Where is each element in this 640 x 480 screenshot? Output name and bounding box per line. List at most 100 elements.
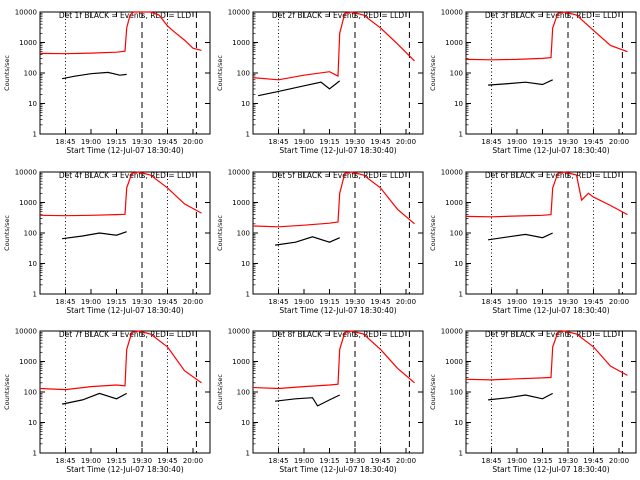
- chart-panel: Det 5f BLACK = Events, RED = LLD Counts/s…: [216, 169, 424, 315]
- events-series-line: [61, 71, 127, 80]
- chart-title: Det 9f BLACK = Events, RED = LLD: [485, 330, 618, 339]
- y-tick-label: 100: [450, 230, 463, 238]
- y-tick-label: 10000: [441, 169, 463, 177]
- x-tick-label: 19:15: [532, 138, 552, 146]
- y-axis-label: Counts/sec: [429, 215, 437, 251]
- lld-series-line: [465, 171, 628, 218]
- lld-series-line: [39, 330, 202, 391]
- x-tick-label: 19:30: [345, 457, 365, 465]
- x-tick-label: 19:45: [370, 298, 390, 306]
- lld-series-line: [465, 330, 628, 381]
- x-axis-label: Start Time (12-Jul-07 18:30:40): [492, 306, 609, 315]
- chart-panel: Det 2f BLACK = Events, RED = LLD Counts/s…: [216, 9, 424, 155]
- x-tick-label: 19:45: [157, 457, 177, 465]
- y-tick-label: 1: [246, 450, 250, 458]
- y-tick-label: 1: [33, 131, 37, 139]
- x-tick-label: 19:00: [81, 138, 101, 146]
- events-series-line: [257, 80, 341, 97]
- chart-title: Det 1f BLACK = Events, RED = LLD: [59, 11, 192, 20]
- x-axis-label: Start Time (12-Jul-07 18:30:40): [279, 306, 396, 315]
- y-tick-label: 10000: [441, 9, 463, 17]
- lld-series-line: [252, 330, 415, 390]
- x-tick-label: 19:00: [81, 457, 101, 465]
- y-tick-label: 10: [241, 419, 250, 427]
- x-tick-label: 19:45: [157, 138, 177, 146]
- x-tick-label: 19:45: [370, 457, 390, 465]
- y-tick-label: 1000: [19, 358, 37, 366]
- y-tick-label: 10000: [441, 328, 463, 336]
- y-axis-label: Counts/sec: [216, 55, 224, 91]
- y-tick-label: 100: [237, 230, 250, 238]
- x-tick-label: 20:00: [396, 298, 416, 306]
- events-series-line: [488, 232, 553, 241]
- x-tick-label: 20:00: [183, 457, 203, 465]
- y-axis-label: Counts/sec: [216, 374, 224, 410]
- x-tick-label: 19:30: [345, 138, 365, 146]
- y-axis-label: Counts/sec: [3, 374, 11, 410]
- y-tick-label: 10: [28, 260, 37, 268]
- x-tick-label: 19:15: [532, 457, 552, 465]
- y-tick-label: 10000: [15, 328, 37, 336]
- y-tick-label: 1000: [445, 39, 463, 47]
- x-tick-label: 19:30: [132, 298, 152, 306]
- events-series-line: [275, 236, 340, 246]
- events-series-line: [488, 79, 553, 86]
- chart-panel: Det 7f BLACK = Events, RED = LLD Counts/s…: [3, 328, 211, 474]
- lld-series-line: [465, 11, 628, 61]
- x-axis-label: Start Time (12-Jul-07 18:30:40): [279, 465, 396, 474]
- y-tick-label: 100: [237, 70, 250, 78]
- y-tick-label: 1000: [232, 39, 250, 47]
- chart-panel: Det 1f BLACK = Events, RED = LLD Counts/s…: [3, 9, 211, 155]
- x-tick-label: 19:15: [319, 298, 339, 306]
- y-tick-label: 100: [450, 70, 463, 78]
- chart-panel: Det 8f BLACK = Events, RED = LLD Counts/s…: [216, 328, 424, 474]
- x-tick-label: 19:30: [132, 457, 152, 465]
- lld-series-line: [252, 11, 415, 81]
- x-tick-label: 19:00: [507, 298, 527, 306]
- y-axis-label: Counts/sec: [429, 374, 437, 410]
- y-tick-label: 1000: [232, 199, 250, 207]
- x-tick-label: 19:45: [157, 298, 177, 306]
- x-tick-label: 19:00: [294, 138, 314, 146]
- x-tick-label: 20:00: [183, 138, 203, 146]
- y-tick-label: 10000: [15, 169, 37, 177]
- chart-title: Det 7f BLACK = Events, RED = LLD: [59, 330, 192, 339]
- chart-title: Det 6f BLACK = Events, RED = LLD: [485, 171, 618, 180]
- x-tick-label: 20:00: [183, 298, 203, 306]
- y-tick-label: 10: [241, 100, 250, 108]
- y-tick-label: 10: [454, 260, 463, 268]
- x-tick-label: 18:45: [268, 138, 288, 146]
- y-tick-label: 10000: [228, 169, 250, 177]
- y-axis-label: Counts/sec: [3, 215, 11, 251]
- x-tick-label: 19:45: [583, 457, 603, 465]
- y-tick-label: 1000: [19, 199, 37, 207]
- y-tick-label: 10000: [228, 9, 250, 17]
- x-tick-label: 18:45: [55, 457, 75, 465]
- x-axis-label: Start Time (12-Jul-07 18:30:40): [66, 306, 183, 315]
- y-tick-label: 10: [28, 419, 37, 427]
- events-series-line: [61, 392, 127, 405]
- y-tick-label: 1: [459, 131, 463, 139]
- x-tick-label: 20:00: [609, 138, 629, 146]
- y-tick-label: 10: [28, 100, 37, 108]
- y-tick-label: 100: [24, 230, 37, 238]
- x-tick-label: 19:30: [558, 457, 578, 465]
- y-tick-label: 1: [459, 450, 463, 458]
- chart-title: Det 2f BLACK = Events, RED = LLD: [272, 11, 405, 20]
- x-tick-label: 19:00: [507, 138, 527, 146]
- y-tick-label: 100: [450, 389, 463, 397]
- x-tick-label: 19:15: [532, 298, 552, 306]
- x-tick-label: 20:00: [396, 138, 416, 146]
- x-tick-label: 18:45: [268, 457, 288, 465]
- events-series-line: [275, 394, 340, 407]
- x-tick-label: 19:15: [106, 298, 126, 306]
- chart-title: Det 5f BLACK = Events, RED = LLD: [272, 171, 405, 180]
- x-tick-label: 20:00: [396, 457, 416, 465]
- x-tick-label: 19:15: [106, 138, 126, 146]
- x-axis-label: Start Time (12-Jul-07 18:30:40): [279, 146, 396, 155]
- y-tick-label: 10: [454, 100, 463, 108]
- y-tick-label: 100: [237, 389, 250, 397]
- x-tick-label: 19:30: [558, 298, 578, 306]
- x-axis-label: Start Time (12-Jul-07 18:30:40): [66, 146, 183, 155]
